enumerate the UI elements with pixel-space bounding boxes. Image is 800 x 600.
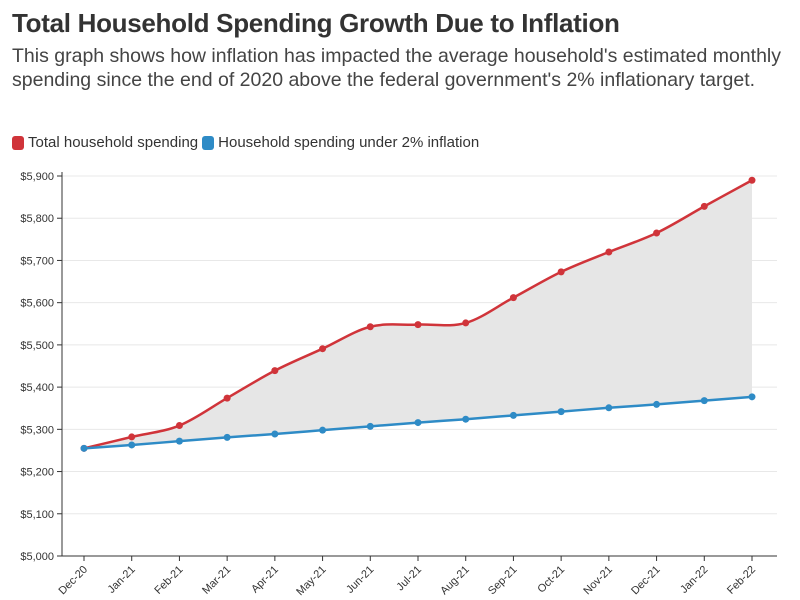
legend-label-two-percent: Household spending under 2% inflation bbox=[218, 134, 480, 151]
chart-title: Total Household Spending Growth Due to I… bbox=[12, 8, 620, 38]
chart-legend: Total household spending Household spend… bbox=[12, 134, 483, 151]
chart-subtitle: This graph shows how inflation has impac… bbox=[12, 45, 781, 91]
x-tick-label: Mar-21 bbox=[200, 564, 233, 597]
data-point-series-1 bbox=[271, 430, 279, 438]
data-point-series-1 bbox=[414, 419, 422, 427]
area-between-series bbox=[84, 180, 752, 449]
y-tick-label: $5,100 bbox=[20, 509, 54, 521]
legend-item-total[interactable]: Total household spending bbox=[12, 134, 198, 151]
data-point-series-0 bbox=[509, 294, 517, 302]
y-tick-label: $5,500 bbox=[20, 340, 54, 352]
y-tick-label: $5,300 bbox=[20, 424, 54, 436]
data-point-series-0 bbox=[271, 367, 279, 375]
x-tick-label: Apr-21 bbox=[249, 564, 281, 596]
y-tick-label: $5,700 bbox=[20, 255, 54, 267]
x-tick-label: Sep-21 bbox=[486, 564, 520, 598]
data-point-series-1 bbox=[128, 441, 136, 449]
data-point-series-1 bbox=[462, 415, 470, 423]
data-point-series-0 bbox=[557, 268, 565, 276]
x-tick-label: Dec-20 bbox=[57, 564, 91, 598]
data-point-series-0 bbox=[128, 433, 136, 441]
data-point-series-1 bbox=[319, 426, 327, 434]
data-point-series-1 bbox=[223, 433, 231, 441]
y-tick-label: $5,200 bbox=[20, 467, 54, 479]
data-point-series-1 bbox=[509, 411, 517, 419]
data-point-series-1 bbox=[653, 400, 661, 408]
data-point-series-0 bbox=[700, 202, 708, 210]
data-point-series-0 bbox=[319, 345, 327, 353]
legend-label-total: Total household spending bbox=[28, 134, 199, 151]
data-point-series-0 bbox=[175, 422, 183, 430]
x-tick-label: Jul-21 bbox=[394, 564, 424, 594]
data-point-series-0 bbox=[653, 229, 661, 237]
legend-item-two-percent[interactable]: Household spending under 2% inflation bbox=[202, 134, 479, 151]
x-tick-label: Jan-21 bbox=[106, 564, 138, 596]
data-point-series-0 bbox=[748, 176, 756, 184]
data-point-series-1 bbox=[605, 404, 613, 412]
x-tick-label: Dec-21 bbox=[629, 564, 663, 598]
data-point-series-1 bbox=[175, 437, 183, 445]
x-tick-label: Feb-21 bbox=[152, 564, 185, 597]
y-tick-label: $5,800 bbox=[20, 213, 54, 225]
x-tick-label: Jan-22 bbox=[678, 564, 710, 596]
y-tick-label: $5,400 bbox=[20, 382, 54, 394]
legend-swatch-two-percent bbox=[202, 135, 215, 150]
y-tick-label: $5,000 bbox=[20, 551, 54, 563]
data-point-series-0 bbox=[462, 319, 470, 327]
data-point-series-0 bbox=[223, 394, 231, 402]
legend-swatch-total bbox=[12, 135, 24, 150]
y-tick-label: $5,600 bbox=[20, 298, 54, 310]
x-tick-label: May-21 bbox=[294, 564, 328, 598]
data-point-series-1 bbox=[366, 422, 374, 430]
data-point-series-0 bbox=[414, 321, 422, 329]
data-point-series-1 bbox=[748, 393, 756, 401]
y-tick-label: $5,900 bbox=[20, 171, 54, 183]
x-tick-label: Nov-21 bbox=[581, 564, 615, 598]
data-point-series-1 bbox=[557, 408, 565, 416]
data-point-series-1 bbox=[80, 444, 88, 452]
x-tick-label: Oct-21 bbox=[535, 564, 567, 596]
data-point-series-0 bbox=[366, 323, 374, 331]
x-tick-label: Aug-21 bbox=[438, 564, 472, 598]
x-tick-label: Feb-22 bbox=[725, 564, 758, 597]
data-point-series-1 bbox=[700, 397, 708, 405]
data-point-series-0 bbox=[605, 248, 613, 256]
x-tick-label: Jun-21 bbox=[344, 564, 376, 596]
